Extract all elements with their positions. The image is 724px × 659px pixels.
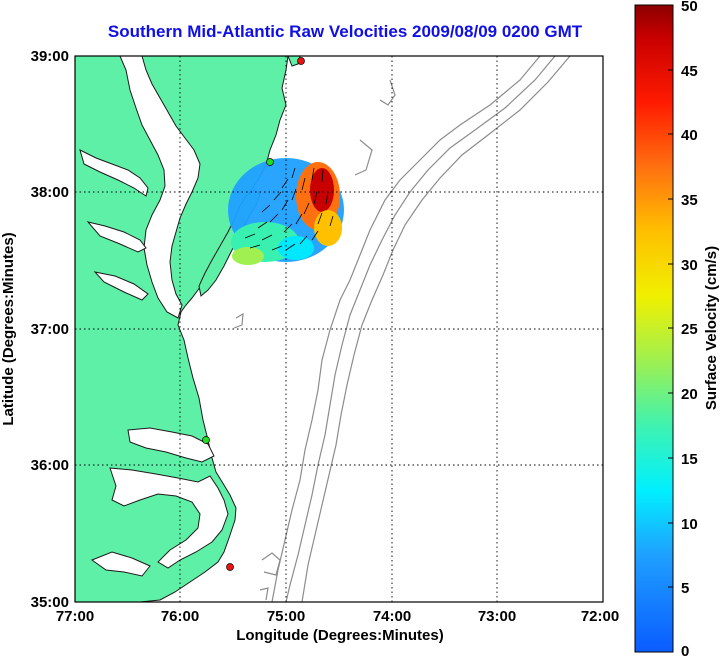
colorbar-tick-label: 25 (681, 321, 698, 338)
y-tick-label: 39:00 (31, 48, 69, 65)
y-tick-labels: 39:00 38:00 37:00 36:00 35:00 (31, 48, 69, 611)
radar-site-4 (226, 563, 234, 571)
colorbar-label: Surface Velocity (cm/s) (703, 246, 720, 410)
colorbar-tick-label: 0 (681, 643, 689, 659)
colorbar-tick-label: 50 (681, 0, 698, 15)
x-tick-label: 74:00 (373, 608, 411, 625)
radar-site-3 (202, 436, 210, 444)
colorbar-tick-label: 20 (681, 386, 698, 403)
colorbar-tick-label: 15 (681, 451, 698, 468)
colorbar-tick-label: 35 (681, 192, 698, 209)
colorbar-tick-label: 5 (681, 580, 689, 597)
x-tick-labels: 77:00 76:00 75:00 74:00 73:00 72:00 (56, 608, 619, 625)
colorbar-tick-label: 45 (681, 63, 698, 80)
x-tick-label: 75:00 (267, 608, 305, 625)
map-title: Southern Mid-Atlantic Raw Velocities 200… (107, 22, 583, 41)
colorbar: 50 45 40 35 30 25 20 15 10 5 0 Surface V… (634, 0, 720, 659)
bathymetry-contours (233, 56, 571, 602)
y-tick-label: 36:00 (31, 457, 69, 474)
x-tick-label: 77:00 (56, 608, 94, 625)
plot-frame (74, 55, 604, 603)
radar-site-1 (297, 57, 305, 65)
y-tick-label: 37:00 (31, 321, 69, 338)
y-tick-label: 38:00 (31, 184, 69, 201)
colorbar-gradient (634, 4, 674, 653)
x-tick-label: 72:00 (581, 608, 619, 625)
x-tick-label: 76:00 (161, 608, 199, 625)
colorbar-tick-label: 40 (681, 127, 698, 144)
grid-lines (75, 56, 603, 602)
x-tick-label: 73:00 (478, 608, 516, 625)
x-axis-label: Longitude (Degrees:Minutes) (236, 627, 444, 644)
y-tick-label: 35:00 (31, 594, 69, 611)
y-axis-label: Latitude (Degrees:Minutes) (0, 232, 17, 425)
colorbar-tick-label: 30 (681, 257, 698, 274)
colorbar-tick-label: 10 (681, 516, 698, 533)
radar-site-2 (266, 158, 274, 166)
